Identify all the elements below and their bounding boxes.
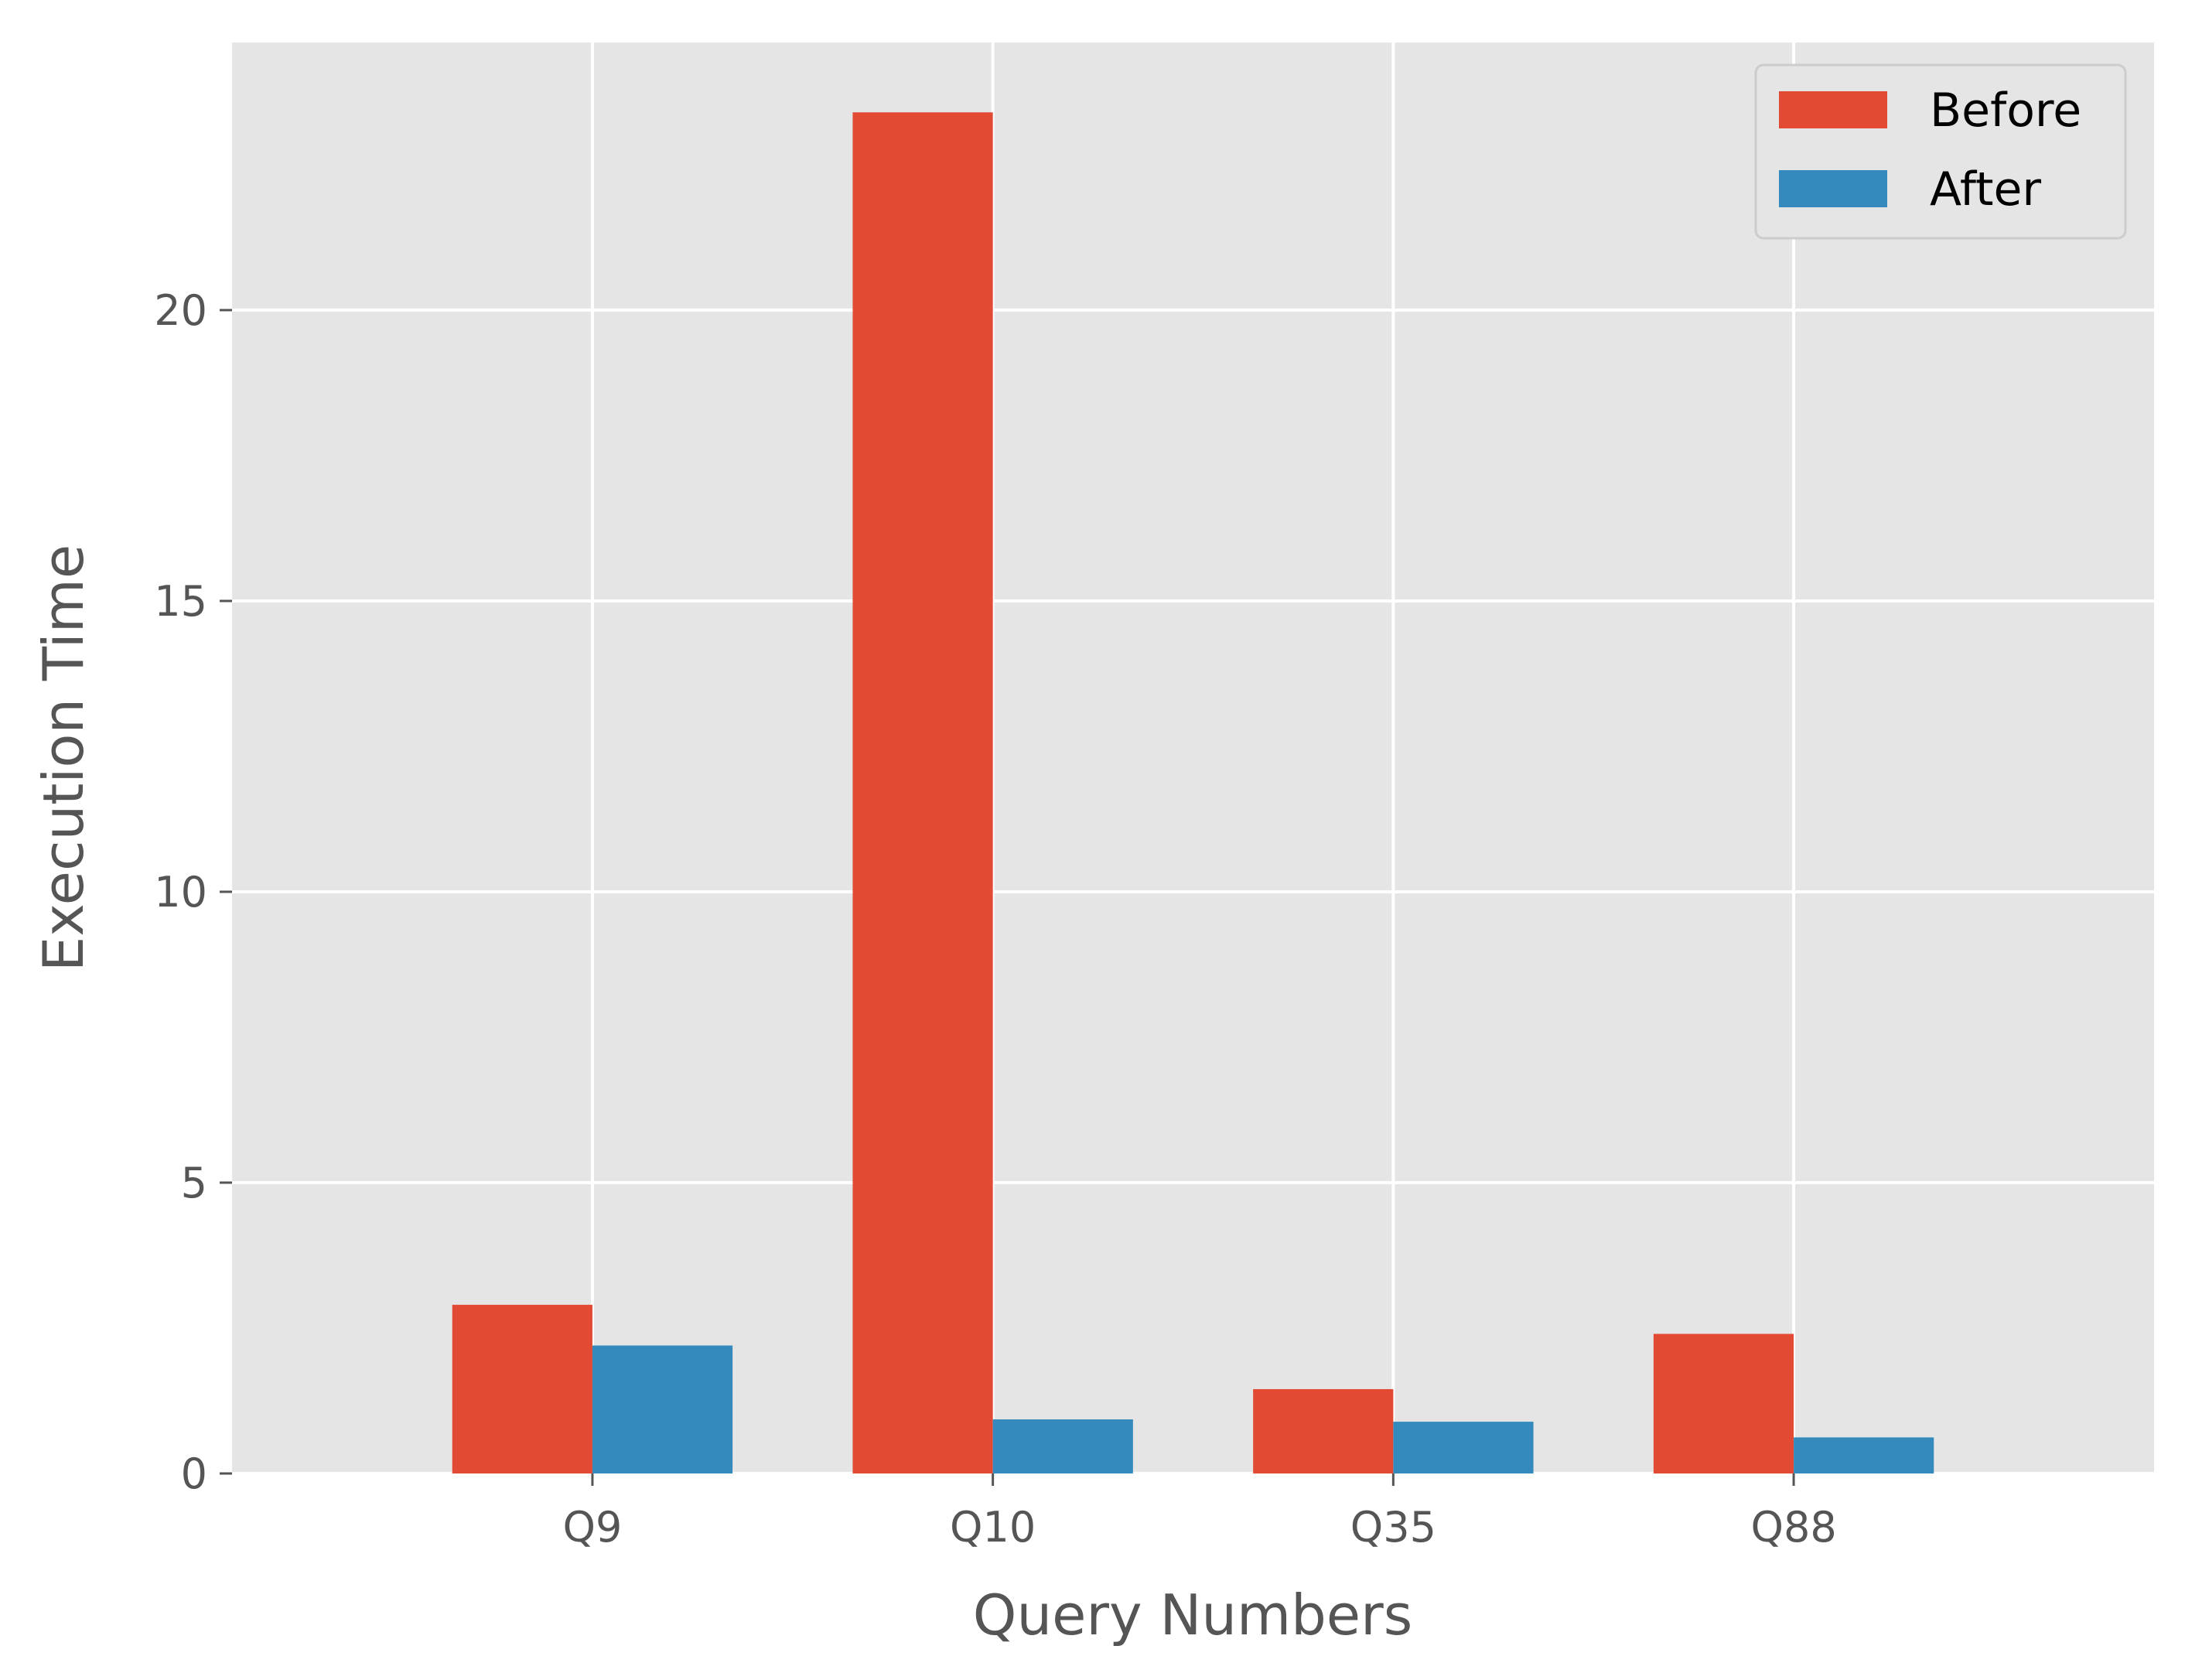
legend-label-before: Before [1930,84,2081,138]
y-axis: 0 5 10 15 20 [154,286,232,1498]
x-axis-label: Query Numbers [973,1583,1412,1648]
x-tick-label: Q9 [563,1503,623,1552]
bar-before-q9 [452,1304,592,1473]
bar-before-q88 [1653,1333,1794,1473]
bar-after-q10 [992,1419,1133,1473]
legend: Before After [1754,63,2127,240]
y-tick-label: 10 [154,868,207,917]
bar-after-q88 [1794,1437,1934,1473]
bar-after-q9 [592,1345,733,1473]
y-axis-label: Execution Time [31,545,96,971]
x-tick-label: Q10 [950,1503,1036,1552]
bar-after-q35 [1393,1422,1534,1473]
bar-before-q10 [852,112,993,1473]
legend-swatch-before [1779,91,1887,128]
x-tick-label: Q88 [1750,1503,1836,1552]
x-axis: Q9 Q10 Q35 Q88 [563,1473,1837,1552]
legend-label-after: After [1930,162,2041,217]
y-tick-label: 20 [154,286,207,335]
y-tick-label: 5 [181,1159,207,1207]
bar-before-q35 [1253,1388,1394,1473]
x-tick-label: Q35 [1350,1503,1436,1552]
legend-swatch-after [1779,170,1887,207]
plot-area [232,43,2154,1473]
y-tick-label: 15 [154,577,207,626]
y-tick-label: 0 [181,1450,207,1498]
grid-lines [232,43,2154,1475]
bars [452,112,1934,1473]
